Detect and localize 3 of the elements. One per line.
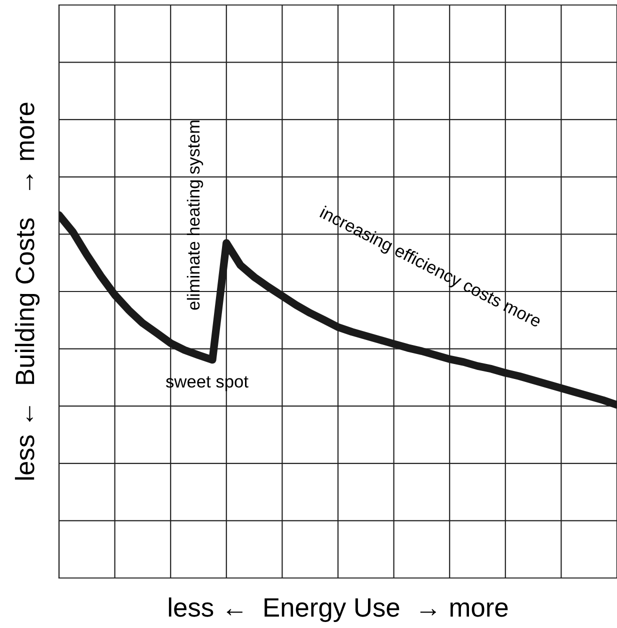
x-axis-title: less ← Energy Use → more — [168, 597, 508, 622]
y-axis-title: less ← Building Costs → more — [14, 102, 40, 480]
annotation: eliminate heating system — [186, 120, 204, 310]
